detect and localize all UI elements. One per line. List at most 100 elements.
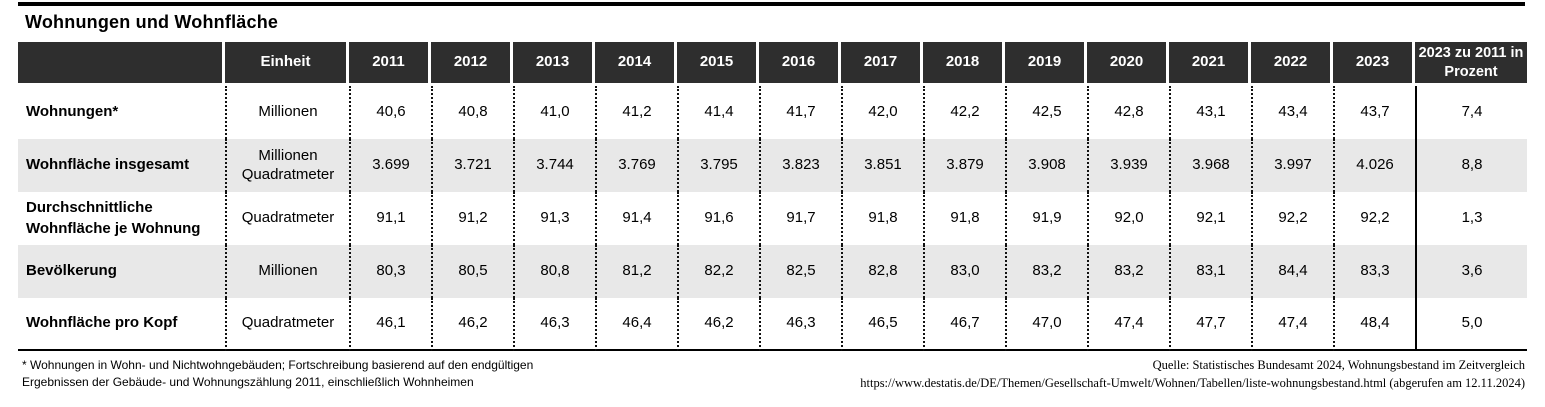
- value-cell: 3.908: [1005, 139, 1087, 192]
- table-row: Durchschnittliche Wohnfläche je Wohnung Q…: [18, 192, 1527, 245]
- value-cell: 91,1: [349, 192, 431, 245]
- value-cell: 46,2: [431, 298, 513, 351]
- table-row: Wohnfläche pro Kopf Quadratmeter 46,1 46,2 4…: [18, 298, 1527, 351]
- value-cell: 82,5: [759, 245, 841, 298]
- value-cell: 3.939: [1087, 139, 1169, 192]
- value-cell: 91,2: [431, 192, 513, 245]
- table-header: Einheit 2011 2012 2013 2014 2015 2016 2017 2018 2…: [18, 42, 1527, 86]
- row-label: Wohnungen*: [26, 103, 119, 121]
- value-cell: 42,8: [1087, 86, 1169, 139]
- source-line-1: Quelle: Statistisches Bundesamt 2024, Wo…: [1152, 358, 1525, 372]
- unit-cell: Millionen Quadratmeter: [225, 139, 349, 192]
- top-rule: [18, 2, 1525, 6]
- value-cell: 3.699: [349, 139, 431, 192]
- value-cell: 47,4: [1087, 298, 1169, 351]
- value-cell: 80,3: [349, 245, 431, 298]
- unit-cell: Millionen: [225, 245, 349, 298]
- value-cell: 47,4: [1251, 298, 1333, 351]
- footnote-asterisk: * Wohnungen in Wohn- und Nichtwohngebäud…: [22, 357, 533, 392]
- value-cell: 47,7: [1169, 298, 1251, 351]
- value-cell: 43,1: [1169, 86, 1251, 139]
- value-cell: 92,0: [1087, 192, 1169, 245]
- change-cell: 8,8: [1415, 139, 1527, 192]
- col-header-2013: 2013: [513, 42, 595, 86]
- page-title: Wohnungen und Wohnfläche: [25, 12, 279, 32]
- statistics-table: Einheit 2011 2012 2013 2014 2015 2016 2017 2018 2…: [18, 42, 1527, 351]
- value-cell: 91,8: [923, 192, 1005, 245]
- value-cell: 3.744: [513, 139, 595, 192]
- col-header-2014: 2014: [595, 42, 677, 86]
- source-line-2: https://www.destatis.de/DE/Themen/Gesell…: [860, 375, 1525, 390]
- value-cell: 46,7: [923, 298, 1005, 351]
- table-header-row: Einheit 2011 2012 2013 2014 2015 2016 2017 2018 2…: [18, 42, 1527, 86]
- row-label: Bevölkerung: [18, 245, 225, 298]
- value-cell: 83,2: [1005, 245, 1087, 298]
- row-label: Wohnfläche insgesamt: [18, 139, 225, 192]
- value-cell: 3.769: [595, 139, 677, 192]
- col-header-2020: 2020: [1087, 42, 1169, 86]
- value-cell: 41,4: [677, 86, 759, 139]
- value-cell: 83,1: [1169, 245, 1251, 298]
- col-header-2015: 2015: [677, 42, 759, 86]
- col-header-change: 2023 zu 2011 in Prozent: [1415, 42, 1527, 86]
- change-cell: 3,6: [1415, 245, 1527, 298]
- value-cell: 82,2: [677, 245, 759, 298]
- value-cell: 46,3: [759, 298, 841, 351]
- value-cell: 46,4: [595, 298, 677, 351]
- col-header-2019: 2019: [1005, 42, 1087, 86]
- change-cell: 7,4: [1415, 86, 1527, 139]
- value-cell: 91,4: [595, 192, 677, 245]
- footnote-line-1: * Wohnungen in Wohn- und Nichtwohngebäud…: [22, 358, 534, 372]
- change-cell: 5,0: [1415, 298, 1527, 351]
- col-header-2016: 2016: [759, 42, 841, 86]
- value-cell: 83,0: [923, 245, 1005, 298]
- value-cell: 83,3: [1333, 245, 1415, 298]
- col-header-2021: 2021: [1169, 42, 1251, 86]
- value-cell: 92,2: [1333, 192, 1415, 245]
- footnotes: * Wohnungen in Wohn- und Nichtwohngebäud…: [18, 357, 1527, 392]
- table-row: Bevölkerung Millionen 80,3 80,5 80,8 81,2 82,2…: [18, 245, 1527, 298]
- value-cell: 91,6: [677, 192, 759, 245]
- unit-cell: Quadratmeter: [225, 192, 349, 245]
- value-cell: 42,5: [1005, 86, 1087, 139]
- value-cell: 83,2: [1087, 245, 1169, 298]
- col-header-2017: 2017: [841, 42, 923, 86]
- col-header-2012: 2012: [431, 42, 513, 86]
- value-cell: 41,7: [759, 86, 841, 139]
- table-row: Wohnungen* Millionen 40,6 40,8 41,0 41,2 41,4 4…: [18, 86, 1527, 139]
- value-cell: 92,1: [1169, 192, 1251, 245]
- footnote-line-2: Ergebnissen der Gebäude- und Wohnungszäh…: [22, 375, 474, 390]
- value-cell: 92,2: [1251, 192, 1333, 245]
- value-cell: 4.026: [1333, 139, 1415, 192]
- unit-cell: Millionen: [225, 86, 349, 139]
- table-body: Wohnungen* Millionen 40,6 40,8 41,0 41,2 41,4 4…: [18, 86, 1527, 351]
- value-cell: 46,5: [841, 298, 923, 351]
- col-header-row-label: [18, 42, 225, 86]
- value-cell: 91,9: [1005, 192, 1087, 245]
- row-label: Durchschnittliche Wohnfläche je Wohnung: [26, 199, 201, 237]
- value-cell: 43,4: [1251, 86, 1333, 139]
- value-cell: 3.823: [759, 139, 841, 192]
- source-note: Quelle: Statistisches Bundesamt 2024, Wo…: [860, 357, 1525, 392]
- value-cell: 3.721: [431, 139, 513, 192]
- col-header-2022: 2022: [1251, 42, 1333, 86]
- table-row: Wohnfläche insgesamt Millionen Quadratmet…: [18, 139, 1527, 192]
- value-cell: 3.997: [1251, 139, 1333, 192]
- value-cell: 3.879: [923, 139, 1005, 192]
- value-cell: 40,6: [349, 86, 431, 139]
- value-cell: 81,2: [595, 245, 677, 298]
- value-cell: 80,8: [513, 245, 595, 298]
- value-cell: 91,3: [513, 192, 595, 245]
- value-cell: 91,8: [841, 192, 923, 245]
- value-cell: 46,2: [677, 298, 759, 351]
- row-label: Wohnfläche pro Kopf: [18, 298, 225, 351]
- value-cell: 3.968: [1169, 139, 1251, 192]
- change-cell: 1,3: [1415, 192, 1527, 245]
- unit-cell: Quadratmeter: [225, 298, 349, 351]
- value-cell: 43,7: [1333, 86, 1415, 139]
- value-cell: 48,4: [1333, 298, 1415, 351]
- value-cell: 82,8: [841, 245, 923, 298]
- col-header-unit: Einheit: [225, 42, 349, 86]
- value-cell: 42,2: [923, 86, 1005, 139]
